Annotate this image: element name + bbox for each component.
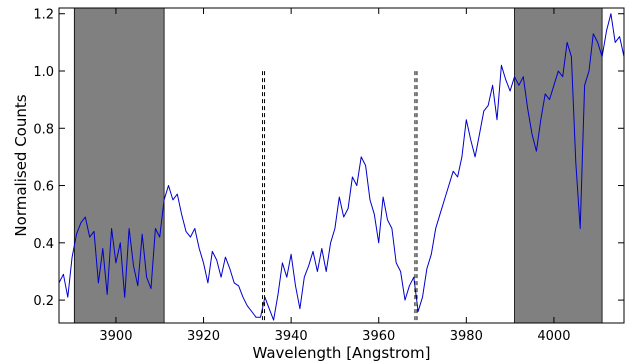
spectrum-line-0	[58, 13, 625, 321]
y-axis-label: Normalised Counts	[12, 94, 30, 236]
line-markers	[262, 68, 418, 321]
shaded-region-1	[514, 7, 603, 324]
y-tick-label-5: 1.2	[33, 8, 54, 23]
x-tick-label-4: 3980	[450, 329, 483, 344]
shaded-region-0	[73, 7, 165, 324]
x-tick-labels: 3900 3920 3940 3960 3980 4000	[99, 329, 570, 344]
axis-ticks	[59, 8, 624, 323]
y-tick-label-0: 0.2	[33, 294, 54, 309]
spectrum-series	[58, 13, 625, 321]
x-tick-label-0: 3900	[99, 329, 132, 344]
masked-regions	[73, 7, 603, 324]
x-tick-label-5: 4000	[537, 329, 570, 344]
y-tick-label-3: 0.8	[33, 122, 54, 137]
x-tick-label-1: 3920	[187, 329, 220, 344]
y-tick-label-4: 1.0	[33, 65, 54, 80]
x-tick-label-3: 3960	[362, 329, 395, 344]
y-tick-label-1: 0.4	[33, 237, 54, 252]
x-tick-label-2: 3940	[275, 329, 308, 344]
y-tick-label-2: 0.6	[33, 180, 54, 195]
x-axis-label: Wavelength [Angstrom]	[252, 344, 430, 362]
plot-frame	[58, 7, 625, 324]
y-tick-labels: 0.2 0.4 0.6 0.8 1.0 1.2	[33, 8, 54, 309]
